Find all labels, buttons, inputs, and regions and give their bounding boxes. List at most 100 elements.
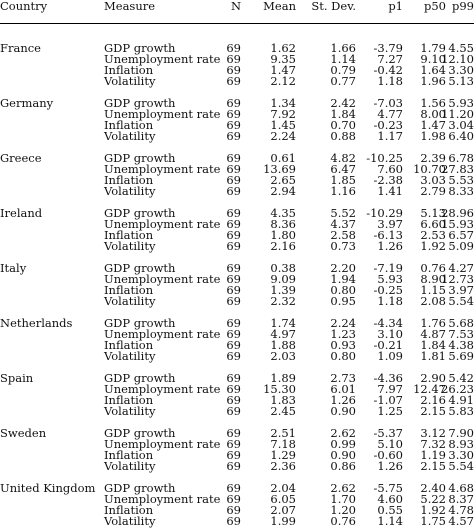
table-cell-p50: 8.90 — [420, 272, 446, 287]
table-cell-n: 69 — [226, 448, 241, 463]
table-cell-p1: 1.18 — [377, 294, 403, 309]
table-cell-p1: -5.37 — [373, 426, 404, 440]
table-cell-p50: 12.47 — [413, 382, 446, 397]
table-cell-std-dev: 2.73 — [330, 371, 356, 385]
table-cell-p50: 1.76 — [420, 316, 446, 330]
table-cell-n: 69 — [226, 96, 241, 110]
table-cell-p50: 8.00 — [420, 107, 446, 122]
table-cell-p99: 12.73 — [441, 272, 474, 287]
table-cell-p1: 5.93 — [377, 272, 403, 287]
table-cell-mean: 15.30 — [263, 382, 296, 397]
table-cell-p50: 1.56 — [420, 96, 446, 110]
table-cell-n: 69 — [226, 107, 241, 122]
table-cell-std-dev: 2.42 — [330, 96, 356, 110]
table-cell-n: 69 — [226, 404, 241, 419]
table-cell-mean: 1.34 — [270, 96, 296, 110]
header-col-mean: Mean — [263, 0, 296, 13]
table-cell-p1: -2.38 — [373, 173, 404, 188]
table-cell-n: 69 — [226, 294, 241, 309]
table-cell-p1: -7.03 — [373, 96, 404, 110]
table-cell-mean: 4.35 — [270, 206, 296, 220]
table-cell-n: 69 — [226, 283, 241, 298]
table-cell-mean: 4.97 — [270, 327, 296, 342]
table-cell-n: 69 — [226, 382, 241, 397]
table-cell-p1: 5.10 — [377, 437, 403, 452]
measure-label: GDP growth — [104, 151, 176, 165]
table-cell-mean: 2.65 — [270, 173, 296, 188]
table-cell-std-dev: 6.47 — [330, 162, 356, 177]
table-cell-p99: 4.38 — [448, 338, 474, 353]
header-col-p1: p1 — [388, 0, 403, 13]
table-cell-p50: 1.64 — [420, 63, 446, 78]
table-cell-p99: 7.53 — [448, 327, 474, 342]
table-cell-mean: 2.51 — [270, 426, 296, 440]
table-cell-p50: 7.32 — [420, 437, 446, 452]
table-cell-p99: 5.68 — [448, 316, 474, 330]
table-cell-p50: 2.16 — [420, 393, 446, 408]
table-cell-p50: 2.90 — [420, 371, 446, 385]
measure-label: Volatility — [104, 184, 156, 199]
table-cell-p99: 5.53 — [448, 173, 474, 188]
table-cell-p1: 1.41 — [377, 184, 403, 199]
table-cell-std-dev: 0.86 — [330, 459, 356, 474]
header-col-std-dev: St. Dev. — [311, 0, 356, 13]
table-cell-mean: 9.35 — [270, 52, 296, 67]
table-cell-std-dev: 4.37 — [330, 217, 356, 232]
header-col-n: N — [230, 0, 241, 13]
table-cell-p1: 7.97 — [377, 382, 403, 397]
measure-label: Inflation — [104, 63, 154, 78]
table-cell-std-dev: 0.80 — [330, 349, 356, 364]
table-cell-mean: 2.03 — [270, 349, 296, 364]
table-cell-std-dev: 1.23 — [330, 327, 356, 342]
table-cell-p50: 9.10 — [420, 52, 446, 67]
measure-label: Volatility — [104, 129, 156, 144]
measure-label: GDP growth — [104, 261, 176, 275]
measure-label: GDP growth — [104, 316, 176, 330]
table-cell-std-dev: 2.24 — [330, 316, 356, 330]
table-cell-p1: 7.60 — [377, 162, 403, 177]
table-cell-mean: 2.24 — [270, 129, 296, 144]
table-cell-p99: 3.30 — [448, 448, 474, 463]
table-cell-n: 69 — [226, 173, 241, 188]
table-cell-mean: 1.74 — [270, 316, 296, 330]
table-cell-p1: -1.07 — [373, 393, 404, 408]
table-cell-std-dev: 0.99 — [330, 437, 356, 452]
table-cell-p50: 10.70 — [413, 162, 446, 177]
table-cell-p1: -10.29 — [366, 206, 403, 220]
table-cell-p1: -0.25 — [373, 283, 404, 298]
table-cell-p50: 1.79 — [420, 41, 446, 55]
table-cell-std-dev: 0.80 — [330, 283, 356, 298]
table-cell-n: 69 — [226, 426, 241, 440]
measure-label: Inflation — [104, 228, 154, 243]
table-cell-n: 69 — [226, 74, 241, 89]
table-cell-p50: 3.03 — [420, 173, 446, 188]
table-cell-mean: 2.32 — [270, 294, 296, 309]
header-col-p50: p50 — [424, 0, 446, 13]
table-cell-std-dev: 0.79 — [330, 63, 356, 78]
table-cell-n: 69 — [226, 514, 241, 528]
table-cell-n: 69 — [226, 239, 241, 254]
country-label: Greece — [0, 151, 42, 165]
measure-label: Inflation — [104, 393, 154, 408]
table-cell-p99: 4.55 — [448, 41, 474, 55]
table-cell-p99: 5.13 — [448, 74, 474, 89]
table-cell-p1: -4.34 — [373, 316, 404, 330]
table-cell-p50: 5.13 — [420, 206, 446, 220]
table-cell-p1: 1.17 — [377, 129, 403, 144]
table-cell-p99: 6.57 — [448, 228, 474, 243]
table-cell-std-dev: 0.77 — [330, 74, 356, 89]
table-cell-std-dev: 6.01 — [330, 382, 356, 397]
header-col-country: Country — [0, 0, 48, 13]
table-cell-n: 69 — [226, 272, 241, 287]
measure-label: Inflation — [104, 173, 154, 188]
table-cell-p99: 8.93 — [448, 437, 474, 452]
table-cell-p50: 2.53 — [420, 228, 446, 243]
table-cell-p99: 3.97 — [448, 283, 474, 298]
table-cell-p1: -10.25 — [366, 151, 403, 165]
table-cell-n: 69 — [226, 338, 241, 353]
table-cell-std-dev: 1.26 — [330, 393, 356, 408]
table-cell-p50: 6.60 — [420, 217, 446, 232]
measure-label: Unemployment rate — [104, 162, 221, 177]
table-cell-std-dev: 0.93 — [330, 338, 356, 353]
